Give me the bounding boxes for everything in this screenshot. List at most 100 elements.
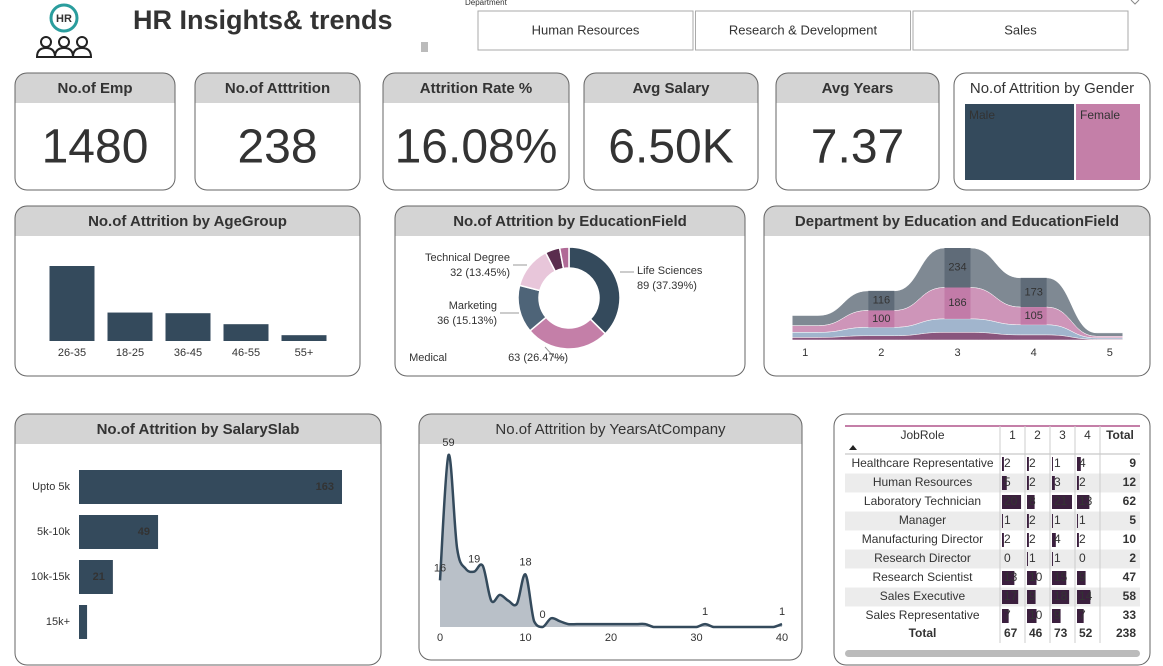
data-label: 100 — [872, 313, 890, 325]
label-box — [868, 310, 895, 328]
cell: 0 — [1004, 551, 1011, 565]
slice-label: Medical — [409, 352, 447, 364]
card-bg — [419, 414, 802, 660]
cell: 58 — [1123, 589, 1137, 603]
card-title: No.of Attrition by Gender — [970, 80, 1134, 97]
cell: 4 — [1079, 456, 1086, 470]
data-bar — [1027, 552, 1028, 566]
data-bar — [1052, 476, 1055, 490]
data-bar — [1027, 571, 1037, 585]
slice-label: Marketing — [449, 300, 497, 312]
bar — [107, 312, 153, 341]
bar — [79, 605, 88, 639]
x-tick-label: 4 — [1031, 347, 1037, 359]
marker — [421, 42, 428, 52]
cell: 2 — [1029, 456, 1036, 470]
data-bar — [1002, 476, 1007, 490]
cell: 10 — [1123, 532, 1137, 546]
data-bar — [1002, 457, 1004, 471]
data-label: 16 — [434, 562, 446, 574]
data-bar — [1052, 552, 1053, 566]
card — [763, 205, 1151, 377]
slicer-button[interactable] — [695, 10, 911, 51]
cell: 9 — [1079, 570, 1086, 584]
cell: 238 — [1116, 626, 1136, 640]
donut-slice — [558, 246, 570, 270]
cell: 47 — [1123, 570, 1137, 584]
column-header: 4 — [1084, 428, 1091, 442]
card-title: No.of Atttrition — [225, 80, 330, 97]
card-title: No.of Attrition by SalarySlab — [97, 421, 300, 438]
cell: 9 — [1029, 589, 1036, 603]
logo-person-body — [53, 46, 75, 58]
card-header — [764, 206, 1150, 236]
cell: 1 — [1054, 513, 1061, 527]
cell: 8 — [1029, 494, 1036, 508]
x-tick-label: 20 — [605, 632, 617, 644]
cell: 2 — [1079, 475, 1086, 489]
cell: 9 — [1129, 456, 1136, 470]
data-label: 0 — [540, 609, 546, 621]
cell: 67 — [1004, 626, 1018, 640]
data-bar — [1077, 457, 1081, 471]
cell: 1 — [1079, 513, 1086, 527]
card-header — [15, 73, 175, 103]
x-tick-label: 55+ — [295, 347, 314, 359]
slice-label: Technical Degree — [425, 252, 510, 264]
cell: 9 — [1054, 608, 1061, 622]
slicer-label: Department — [465, 0, 508, 7]
card-title: No.of Emp — [58, 80, 133, 97]
data-bar — [1052, 571, 1067, 585]
cell: 10 — [1029, 570, 1043, 584]
data-bar — [1077, 533, 1079, 547]
cell: 0 — [1079, 551, 1086, 565]
cell: 18 — [1054, 589, 1068, 603]
slice-value: 32 (13.45%) — [450, 267, 510, 279]
cell: 2 — [1029, 532, 1036, 546]
bar — [281, 335, 327, 341]
row-band — [845, 511, 1140, 531]
cell: 15 — [1054, 570, 1068, 584]
x-tick-label: 26-35 — [58, 347, 86, 359]
slicer-button[interactable] — [477, 10, 694, 51]
slicer-option[interactable]: Research & Development — [729, 22, 878, 37]
label-box — [944, 248, 971, 288]
slicer-option[interactable]: Human Resources — [532, 22, 640, 37]
y-tick-label: 10k-15k — [31, 571, 71, 583]
cell: 13 — [1079, 494, 1093, 508]
card-title: Avg Years — [822, 80, 894, 97]
data-bar — [1077, 495, 1090, 509]
cell: 62 — [1123, 494, 1137, 508]
cell: 52 — [1079, 626, 1093, 640]
column-header: 2 — [1034, 428, 1041, 442]
row-label: Healthcare Representative — [851, 456, 993, 470]
cell: 2 — [1029, 513, 1036, 527]
label-box — [1020, 277, 1047, 308]
row-band — [845, 473, 1140, 493]
card-title: Department by Education and EducationFie… — [795, 213, 1119, 230]
cell: 17 — [1004, 589, 1018, 603]
data-bar — [1052, 495, 1072, 509]
data-bar — [1027, 495, 1035, 509]
slice-value: 63 (26.47%) — [508, 352, 568, 364]
slicer-button[interactable] — [912, 10, 1129, 51]
card-bg — [395, 206, 745, 376]
kpi-value: 7.37 — [811, 121, 904, 174]
kpi-value: 16.08% — [395, 121, 558, 174]
card — [775, 72, 940, 191]
cell: 2 — [1004, 532, 1011, 546]
logo-person-head — [40, 36, 52, 48]
data-bar — [1052, 533, 1056, 547]
card — [14, 72, 176, 191]
slicer-option[interactable]: Sales — [1004, 22, 1037, 37]
cell: 21 — [1054, 494, 1068, 508]
card — [14, 205, 361, 377]
data-label: 173 — [1024, 286, 1042, 298]
data-bar — [1052, 457, 1053, 471]
cell: 33 — [1123, 608, 1137, 622]
x-tick-label: 46-55 — [232, 347, 260, 359]
label-box — [868, 290, 895, 311]
data-bar — [1052, 514, 1053, 528]
data-label: 21 — [93, 571, 105, 583]
bar — [165, 313, 211, 341]
